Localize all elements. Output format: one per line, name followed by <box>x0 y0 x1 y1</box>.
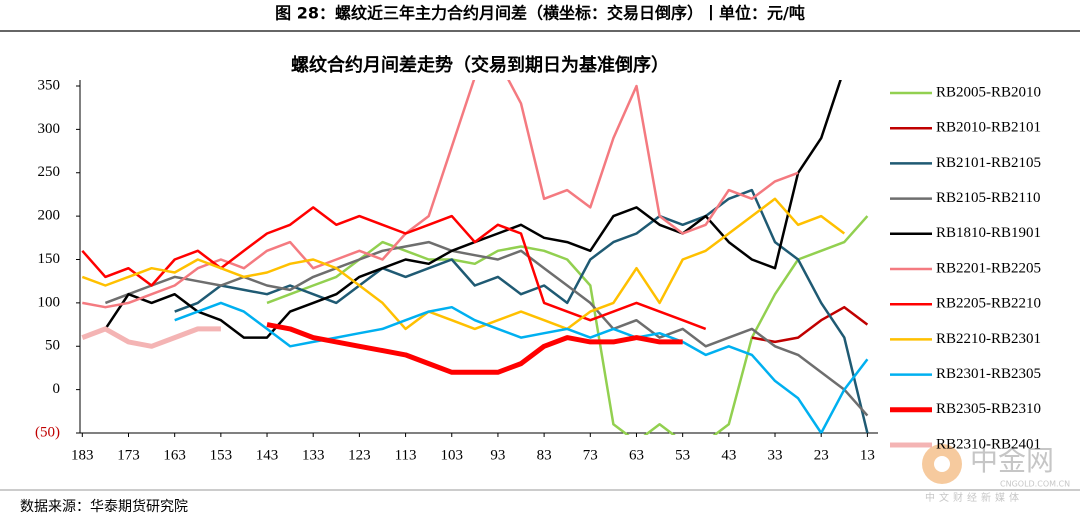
plot-area <box>81 80 869 435</box>
x-tick-label: 113 <box>395 447 417 463</box>
x-tick-label: 133 <box>302 447 325 463</box>
series-line <box>81 326 221 349</box>
watermark-site: CNGOLD.COM.CN <box>1000 480 1070 489</box>
x-tick-label: 83 <box>537 447 552 463</box>
x-tick-label: 13 <box>860 447 875 463</box>
x-tick-label: 123 <box>348 447 371 463</box>
series-line <box>81 206 707 331</box>
y-tick-label: (50) <box>35 424 60 440</box>
y-tick-label: 150 <box>38 251 61 267</box>
x-tick-label: 63 <box>629 447 644 463</box>
legend-label: RB2310-RB2401 <box>936 436 1041 452</box>
x-tick-label: 53 <box>675 447 690 463</box>
series-line <box>751 305 869 344</box>
series-line <box>174 188 869 434</box>
x-tick-label: 43 <box>721 447 736 463</box>
legend-label: RB2205-RB2210 <box>936 296 1041 312</box>
legend-label: RB2301-RB2305 <box>936 366 1041 382</box>
series-line <box>174 301 869 435</box>
legend-label: RB2105-RB2110 <box>936 190 1040 206</box>
watermark-slogan: 中文财经新媒体 <box>925 491 1023 504</box>
y-tick-label: 300 <box>38 121 61 137</box>
watermark-name: 中金网 <box>970 444 1054 477</box>
chart-title: 螺纹合约月间差走势（交易到期日为基准倒序） <box>291 54 669 76</box>
legend-label: RB2010-RB2101 <box>936 120 1041 136</box>
y-tick-label: 350 <box>38 77 61 93</box>
legend-label: RB2101-RB2105 <box>936 155 1041 171</box>
series-line <box>81 197 846 331</box>
series-line <box>104 80 842 339</box>
source-note: 数据来源：华泰期货研究院 <box>20 498 188 515</box>
figure-title: 图 28：螺纹近三年主力合约月间差（横坐标：交易日倒序）丨单位：元/吨 <box>275 4 805 23</box>
x-tick-label: 73 <box>583 447 598 463</box>
watermark: 中金网 CNGOLD.COM.CN 中文财经新媒体 <box>922 444 1070 504</box>
y-tick-label: 200 <box>38 208 61 224</box>
legend-label: RB1810-RB1901 <box>936 225 1041 241</box>
legend-label: RB2201-RB2205 <box>936 260 1041 276</box>
x-tick-label: 23 <box>814 447 829 463</box>
x-tick-label: 103 <box>441 447 464 463</box>
y-tick-label: 0 <box>53 381 61 397</box>
x-tick-label: 173 <box>117 447 140 463</box>
y-tick-label: 250 <box>38 164 61 180</box>
watermark-logo-inner <box>934 456 950 472</box>
series-line <box>266 322 683 375</box>
x-tick-label: 153 <box>210 447 233 463</box>
legend-label: RB2305-RB2310 <box>936 401 1041 417</box>
x-tick-label: 93 <box>490 447 505 463</box>
legend-label: RB2005-RB2010 <box>936 84 1041 100</box>
x-tick-label: 163 <box>163 447 186 463</box>
x-tick-label: 143 <box>256 447 279 463</box>
series-line <box>104 240 869 417</box>
series-line <box>82 80 799 309</box>
y-tick-label: 50 <box>45 338 60 354</box>
legend-label: RB2210-RB2301 <box>936 331 1041 347</box>
x-tick-label: 183 <box>71 447 94 463</box>
y-tick-label: 100 <box>38 294 61 310</box>
x-tick-label: 33 <box>768 447 783 463</box>
